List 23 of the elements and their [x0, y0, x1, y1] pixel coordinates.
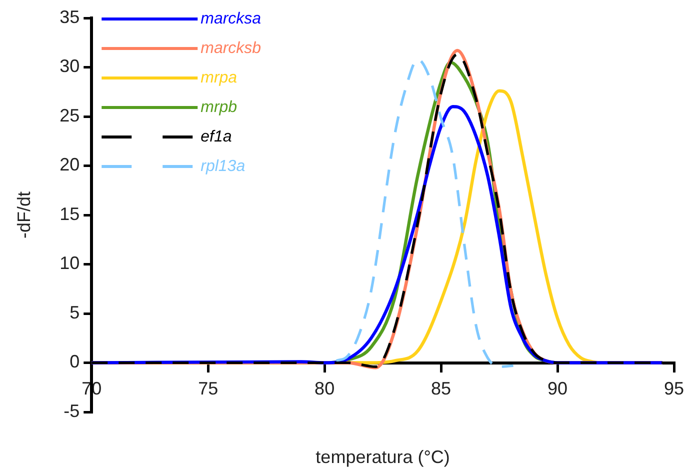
y-tick-label: 35: [60, 6, 80, 27]
y-tick-label: -5: [64, 400, 80, 421]
y-tick-label: 30: [60, 56, 80, 76]
y-tick-label: 20: [60, 154, 80, 175]
y-tick-label: 15: [60, 204, 80, 224]
y-axis-title: -dF/dt: [14, 191, 34, 239]
y-tick-label: 25: [60, 105, 80, 126]
y-tick-label: 0: [70, 352, 80, 372]
text: marcksb: [200, 40, 262, 57]
text: ef1a: [200, 128, 232, 146]
x-tick-label: 85: [431, 378, 452, 399]
x-tick-label: 95: [664, 378, 684, 399]
x-tick-label: 75: [198, 378, 218, 399]
x-axis-title: temperatura (°C): [316, 446, 450, 467]
text: mrpa: [200, 69, 238, 86]
text: mrpb: [200, 98, 238, 116]
x-tick-label: 90: [548, 378, 568, 399]
y-tick-label: 10: [60, 253, 80, 274]
line-series: [334, 58, 515, 368]
x-tick-label: 80: [314, 378, 335, 399]
y-tick-label: 5: [70, 302, 80, 322]
text: marcksa: [200, 10, 262, 28]
text: rpl13a: [200, 158, 246, 175]
